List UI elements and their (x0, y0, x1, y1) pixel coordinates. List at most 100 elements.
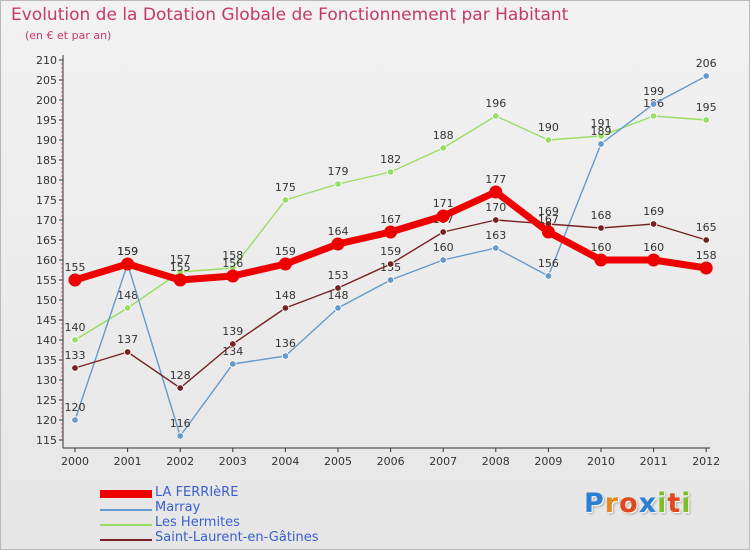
data-point (702, 116, 710, 124)
data-label: 148 (117, 289, 138, 302)
data-label: 195 (696, 101, 717, 114)
data-point (439, 228, 447, 236)
data-label: 120 (65, 401, 86, 414)
data-point (386, 276, 395, 284)
data-label: 191 (591, 117, 612, 130)
data-label: 160 (591, 241, 612, 254)
legend-label: Marray (155, 500, 201, 515)
data-point (439, 256, 447, 264)
data-point (331, 237, 345, 251)
x-tick-label: 2001 (114, 455, 142, 468)
y-tick-label: 195 (36, 114, 57, 127)
data-point (334, 284, 342, 292)
data-label: 159 (275, 245, 296, 258)
data-label: 169 (538, 205, 559, 218)
data-label: 170 (485, 201, 506, 214)
data-point (123, 304, 132, 312)
legend-label: LA FERRIèRE (155, 485, 239, 500)
data-label: 153 (328, 269, 349, 282)
data-point (492, 112, 500, 120)
y-tick-label: 180 (36, 174, 57, 187)
x-tick-label: 2009 (534, 455, 562, 468)
data-point (176, 432, 184, 440)
y-tick-label: 210 (36, 54, 57, 67)
data-point (334, 180, 342, 188)
data-label: 159 (380, 245, 401, 258)
data-label: 199 (643, 85, 664, 98)
data-label: 160 (433, 241, 454, 254)
data-point (71, 336, 79, 344)
y-tick-label: 200 (36, 94, 57, 107)
y-tick-label: 140 (36, 334, 57, 347)
y-tick-label: 115 (36, 434, 57, 447)
data-label: 133 (65, 349, 86, 362)
data-point (649, 112, 658, 120)
data-point (71, 364, 79, 372)
data-label: 165 (696, 221, 717, 234)
data-point (647, 253, 661, 267)
data-point (123, 348, 132, 356)
data-label: 182 (380, 153, 401, 166)
data-point (384, 225, 398, 239)
data-label: 159 (117, 245, 138, 258)
data-point (489, 185, 503, 199)
data-label: 190 (538, 121, 559, 134)
data-point (544, 272, 553, 280)
y-tick-label: 120 (36, 414, 57, 427)
y-tick-label: 165 (36, 234, 57, 247)
y-tick-label: 125 (36, 394, 57, 407)
chart-subtitle: (en € et par an) (25, 29, 112, 42)
data-label: 177 (485, 173, 506, 186)
data-label: 156 (222, 257, 243, 270)
data-point (278, 257, 292, 271)
data-point (492, 244, 500, 252)
data-label: 140 (65, 321, 86, 334)
logo-letter: r (604, 488, 620, 519)
x-tick-label: 2007 (429, 455, 457, 468)
logo-letter: i (657, 488, 668, 519)
x-tick-label: 2000 (61, 455, 89, 468)
data-point (544, 136, 553, 144)
data-label: 148 (275, 289, 296, 302)
y-tick-label: 190 (36, 134, 57, 147)
y-tick-label: 170 (36, 214, 57, 227)
logo-letter: x (638, 488, 658, 519)
data-label: 171 (433, 197, 454, 210)
x-tick-label: 2011 (640, 455, 668, 468)
x-tick-label: 2004 (271, 455, 299, 468)
data-point (699, 261, 713, 275)
data-label: 157 (170, 253, 191, 266)
data-point (649, 220, 658, 228)
data-point (386, 260, 395, 268)
data-point (281, 196, 290, 204)
data-label: 156 (538, 257, 559, 270)
x-tick-label: 2006 (377, 455, 405, 468)
data-point (229, 360, 237, 368)
data-label: 136 (275, 337, 296, 350)
y-tick-label: 175 (36, 194, 57, 207)
data-label: 158 (222, 249, 243, 262)
data-point (594, 253, 608, 267)
y-tick-label: 150 (36, 294, 57, 307)
legend-swatch (100, 524, 152, 526)
data-point (436, 209, 450, 223)
logo-letter: o (619, 488, 639, 519)
data-point (597, 132, 605, 140)
x-tick-label: 2002 (166, 455, 194, 468)
y-tick-label: 155 (36, 274, 57, 287)
data-label: 137 (117, 333, 138, 346)
logo-letter: t (667, 488, 682, 519)
data-label: 155 (170, 261, 191, 274)
data-label: 164 (328, 225, 349, 238)
data-point (121, 257, 135, 271)
data-label: 128 (170, 369, 191, 382)
data-label: 168 (591, 209, 612, 222)
x-tick-label: 2005 (324, 455, 352, 468)
data-point (492, 216, 500, 224)
data-point (281, 304, 290, 312)
data-label: 196 (485, 97, 506, 110)
x-tick-label: 2010 (587, 455, 615, 468)
data-point (702, 72, 710, 80)
